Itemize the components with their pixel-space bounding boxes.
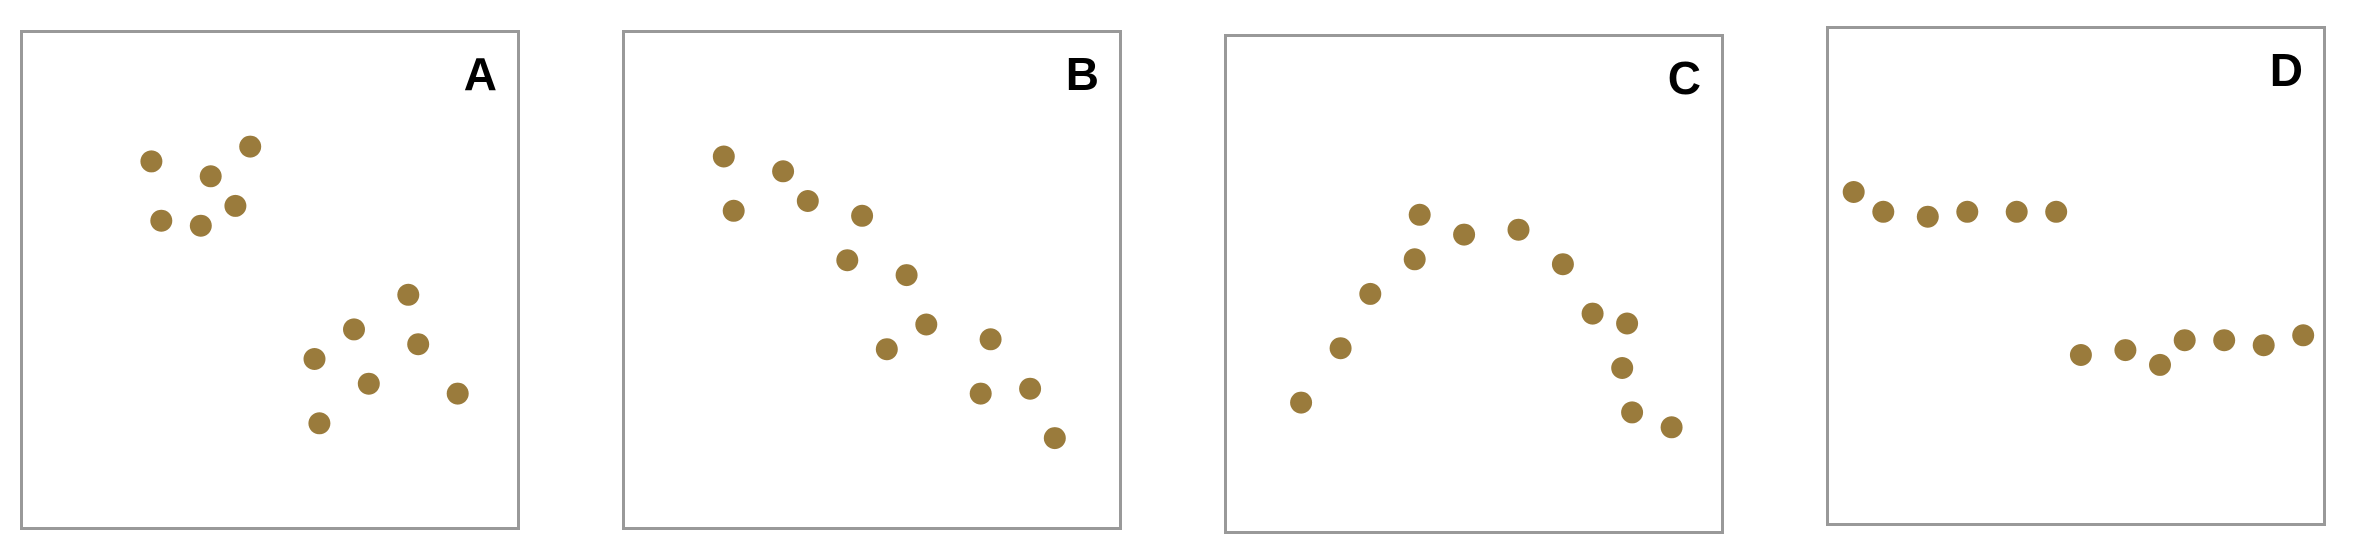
scatter-point-b-11	[969, 382, 992, 405]
scatter-point-b-10	[979, 328, 1002, 351]
scatter-panel-d: D	[1826, 26, 2326, 526]
scatter-point-d-2	[1872, 200, 1895, 223]
scatter-point-c-3	[1359, 282, 1382, 305]
panel-label-d: D	[2269, 44, 2303, 96]
scatter-point-a-5	[224, 194, 247, 217]
scatter-point-d-6	[2045, 200, 2068, 223]
scatter-point-c-2	[1329, 337, 1352, 360]
scatter-point-c-8	[1551, 253, 1574, 276]
scatter-plot-d	[1842, 181, 2315, 376]
panel-label-a: A	[463, 48, 497, 100]
scatter-point-b-3	[772, 160, 795, 183]
scatter-point-a-9	[303, 348, 326, 370]
scatter-point-a-13	[308, 412, 331, 435]
scatter-point-a-10	[407, 333, 430, 356]
scatter-point-b-4	[796, 190, 819, 212]
scatter-point-b-6	[836, 249, 859, 272]
scatter-point-a-11	[357, 372, 380, 395]
scatter-point-b-8	[875, 338, 898, 361]
scatter-point-b-7	[895, 264, 918, 287]
scatter-point-d-9	[2149, 353, 2171, 376]
scatter-point-a-12	[446, 382, 469, 405]
scatter-plot-a	[140, 135, 469, 435]
scatter-point-c-9	[1581, 302, 1604, 325]
scatter-point-d-11	[2213, 329, 2236, 352]
scatter-point-b-1	[712, 145, 735, 168]
scatter-point-c-5	[1408, 203, 1431, 226]
scatter-point-d-3	[1916, 205, 1939, 228]
panel-label-b: B	[1065, 48, 1099, 100]
scatter-point-c-7	[1507, 218, 1530, 241]
scatter-point-b-2	[722, 199, 745, 222]
scatter-point-b-5	[851, 204, 874, 227]
scatter-point-d-10	[2173, 329, 2196, 352]
scatter-point-c-13	[1660, 416, 1683, 439]
scatter-point-a-2	[150, 209, 173, 232]
scatter-point-a-7	[397, 283, 420, 306]
scatter-plot-b	[712, 145, 1066, 450]
scatter-point-d-13	[2292, 324, 2315, 347]
scatter-point-c-4	[1403, 248, 1426, 271]
scatter-point-c-10	[1616, 312, 1639, 335]
scatter-panel-b: B	[622, 30, 1122, 530]
scatter-point-c-12	[1621, 401, 1644, 424]
scatter-point-c-11	[1611, 357, 1634, 379]
scatter-point-d-4	[1956, 200, 1979, 223]
scatter-point-a-1	[140, 150, 163, 173]
scatter-point-a-3	[199, 165, 222, 188]
scatter-point-c-1	[1290, 391, 1313, 414]
scatter-panel-a: A	[20, 30, 520, 530]
scatter-plot-c	[1290, 203, 1683, 439]
scatter-point-d-5	[2005, 200, 2028, 223]
scatter-panel-c: C	[1224, 34, 1724, 534]
scatter-point-a-4	[189, 214, 212, 237]
scatter-point-b-9	[915, 313, 938, 336]
scatter-point-c-6	[1453, 223, 1476, 246]
scatter-point-d-8	[2114, 339, 2137, 362]
panel-label-c: C	[1667, 52, 1701, 104]
scatter-point-a-8	[343, 318, 365, 341]
scatter-point-d-12	[2252, 334, 2275, 357]
scatter-point-d-7	[2069, 344, 2092, 366]
scatter-point-a-6	[239, 135, 262, 158]
scatter-point-b-13	[1043, 427, 1066, 450]
scatter-point-d-1	[1842, 181, 1865, 203]
scatter-point-b-12	[1019, 377, 1042, 400]
